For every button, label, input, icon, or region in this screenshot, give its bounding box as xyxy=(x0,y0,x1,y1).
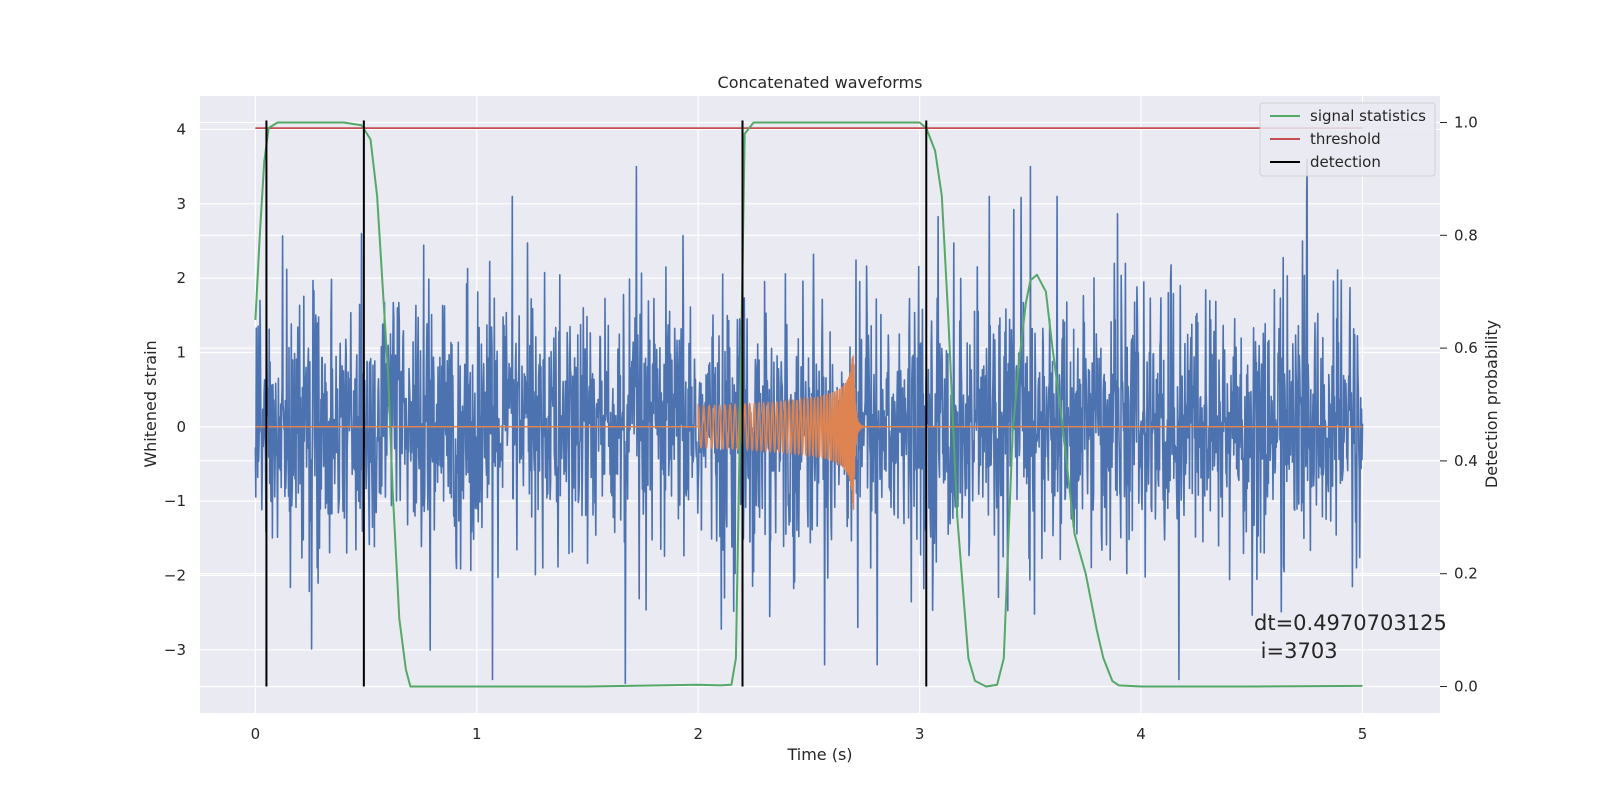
y-tick-label: 1 xyxy=(176,343,186,361)
x-tick-label: 3 xyxy=(915,725,925,743)
legend-label-detection: detection xyxy=(1310,153,1381,171)
y2-tick-label: 0.8 xyxy=(1454,226,1478,244)
y-tick-label: 3 xyxy=(176,195,186,213)
y-axis-label: Whitened strain xyxy=(141,340,160,467)
annotation-index: i=3703 xyxy=(1254,639,1338,663)
x-tick-label: 1 xyxy=(472,725,482,743)
x-axis-label: Time (s) xyxy=(786,745,852,764)
y2-tick-label: 0.6 xyxy=(1454,339,1478,357)
annotation-dt: dt=0.4970703125 xyxy=(1254,611,1447,635)
x-tick-label: 0 xyxy=(251,725,261,743)
series-layer xyxy=(254,120,1364,688)
legend-box xyxy=(1259,102,1436,177)
y2-axis-label: Detection probability xyxy=(1482,320,1501,488)
y-tick-label: −2 xyxy=(164,566,186,584)
legend: signal statistics threshold detection xyxy=(1259,102,1436,177)
y-tick-label: −3 xyxy=(164,641,186,659)
x-tick-label: 2 xyxy=(693,725,703,743)
y-tick-label: 0 xyxy=(176,418,186,436)
y2-tick-label: 1.0 xyxy=(1454,114,1478,132)
y2-tick-label: 0.0 xyxy=(1454,677,1478,695)
signal-statistics-line xyxy=(254,121,1363,688)
y2-tick-label: 0.4 xyxy=(1454,452,1478,470)
legend-label-signal-statistics: signal statistics xyxy=(1310,107,1426,125)
y-tick-label: −1 xyxy=(164,492,186,510)
chart-title: Concatenated waveforms xyxy=(718,73,923,92)
legend-label-threshold: threshold xyxy=(1310,130,1381,148)
y-tick-label: 2 xyxy=(176,269,186,287)
x-tick-label: 5 xyxy=(1358,725,1368,743)
y2-tick-label: 0.2 xyxy=(1454,565,1478,583)
y-tick-label: 4 xyxy=(176,120,186,138)
waveform-series-line xyxy=(255,355,1363,510)
x-tick-label: 4 xyxy=(1136,725,1146,743)
axes-layer: 0 1 2 3 4 5 −3 −2 −1 0 1 2 3 4 0.0 0.2 0.4 0.6 0.8 1.0 xyxy=(164,114,1478,743)
